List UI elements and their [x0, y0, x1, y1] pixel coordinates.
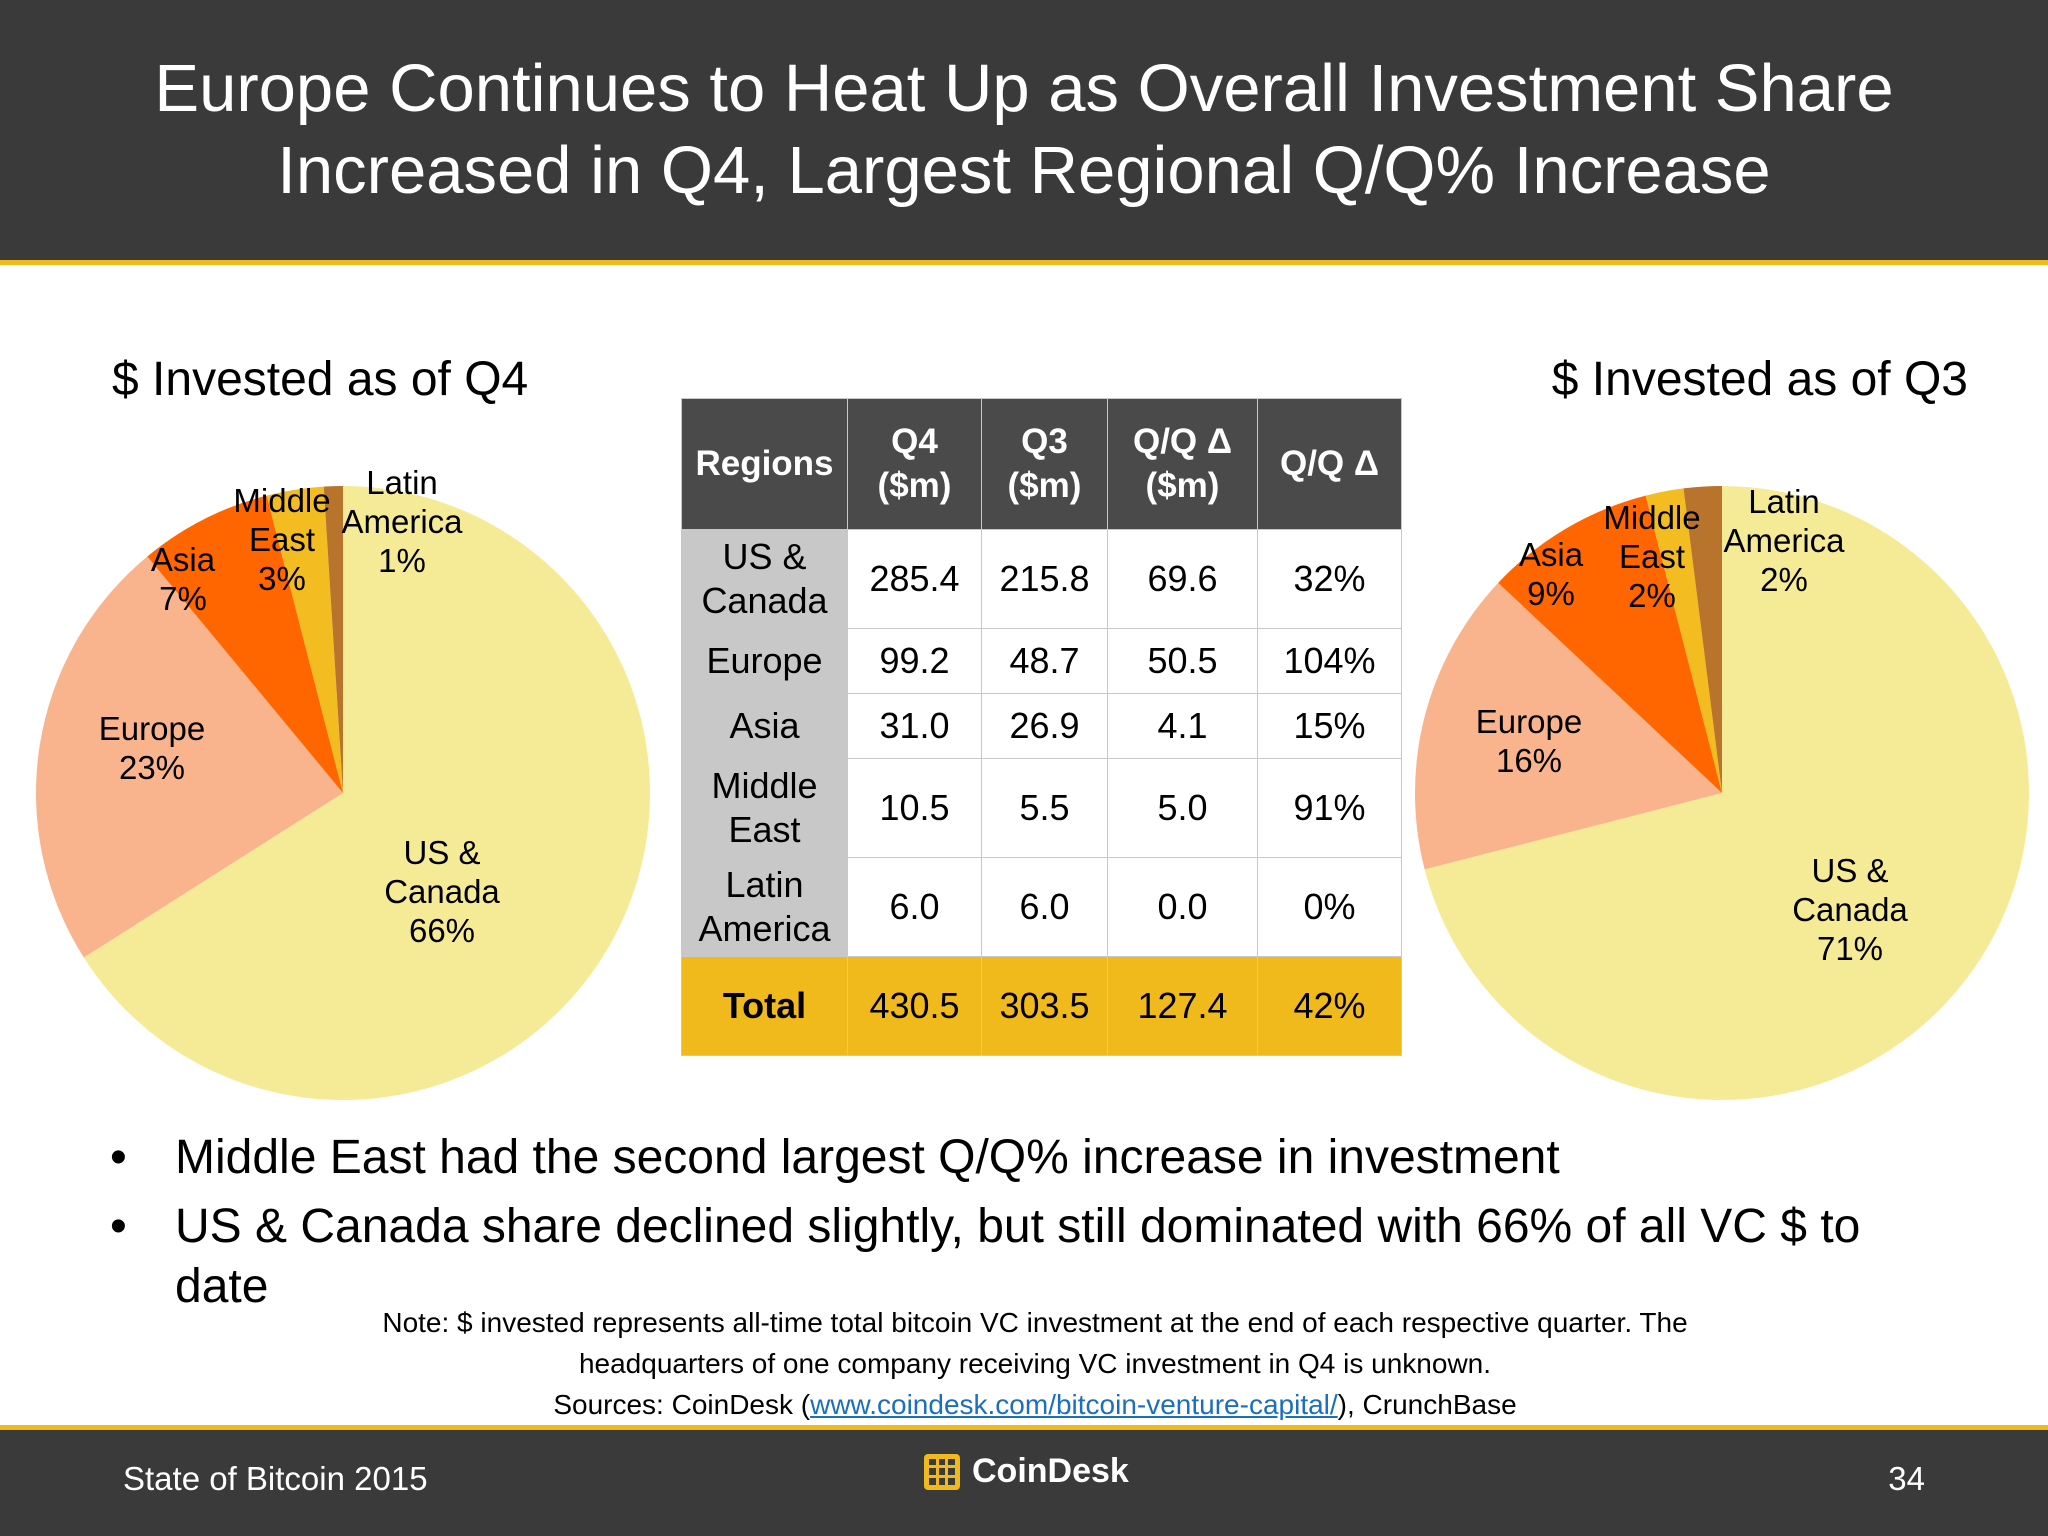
q3-slice-europe: [1415, 582, 1722, 870]
q3-pie-chart: US & Canada 71% Europe 16% Asia 9% Middle East 2%…: [1415, 483, 2029, 1100]
q4-cell: 10.5: [847, 758, 982, 858]
table-row: Europe 99.2 48.7 50.5 104%: [681, 628, 1402, 694]
header-delta-pct: Q/Q Δ: [1257, 398, 1402, 530]
total-row: Total 430.5 303.5 127.4 42%: [681, 956, 1402, 1056]
sources-line: Sources: CoinDesk (www.coindesk.com/bitc…: [553, 1389, 1517, 1420]
q4-label-middle-east: Middle East 3%: [233, 482, 330, 597]
table-header-row: Regions Q4 ($m) Q3 ($m) Q/Q Δ ($m) Q/Q Δ: [681, 398, 1402, 530]
header-regions: Regions: [681, 398, 848, 530]
q4-slice-middle-east: [266, 486, 343, 793]
q4-pie-chart: US & Canada 66% Europe 23% Asia 7% Middle East 3%…: [36, 464, 651, 1101]
region-cell: Asia: [681, 693, 848, 759]
q3-slice-us-canada: [1424, 486, 2029, 1100]
q3-label-europe: Europe 16%: [1476, 703, 1582, 779]
q3-label-middle-east: Middle East 2%: [1603, 499, 1700, 614]
q4-cell: 99.2: [847, 628, 982, 694]
delta-cell: 4.1: [1107, 693, 1258, 759]
total-label: Total: [681, 956, 848, 1056]
table-row: US & Canada 285.4 215.8 69.6 32%: [681, 529, 1402, 629]
q4-label-europe: Europe 23%: [99, 710, 205, 786]
q3-label-latin-america: Latin America 2%: [1723, 483, 1845, 598]
q4-slice-latin-america: [323, 486, 343, 793]
q4-cell: 31.0: [847, 693, 982, 759]
sources-link[interactable]: www.coindesk.com/bitcoin-venture-capital…: [810, 1389, 1338, 1420]
q4-slice-us-canada: [83, 486, 651, 1101]
total-delta: 127.4: [1107, 956, 1258, 1056]
q3-label-us-canada: US & Canada 71%: [1792, 852, 1908, 967]
region-cell: US & Canada: [681, 529, 848, 629]
bullet-dot-icon: •: [110, 1200, 127, 1253]
table-row: Latin America 6.0 6.0 0.0 0%: [681, 857, 1402, 957]
q3-slice-asia: [1498, 495, 1722, 793]
total-pct: 42%: [1257, 956, 1402, 1056]
q3-cell: 5.5: [981, 758, 1108, 858]
delta-cell: 50.5: [1107, 628, 1258, 694]
bullet-item: • US & Canada share declined slightly, bu…: [110, 1197, 1960, 1317]
pct-cell: 15%: [1257, 693, 1402, 759]
q4-slice-europe: [36, 556, 344, 958]
q4-chart-title: $ Invested as of Q4: [112, 353, 529, 406]
q4-slice-asia: [147, 495, 343, 793]
bullet-dot-icon: •: [110, 1131, 127, 1184]
slide-footer: State of Bitcoin 2015 CoinDesk 34: [0, 1425, 2048, 1536]
total-q3: 303.5: [981, 956, 1108, 1056]
header-delta-dollars: Q/Q Δ ($m): [1107, 398, 1258, 530]
q3-slice-latin-america: [1683, 486, 1722, 793]
q4-label-latin-america: Latin America 1%: [341, 464, 463, 579]
table-row: Middle East 10.5 5.5 5.0 91%: [681, 758, 1402, 858]
note-line: Note: $ invested represents all-time tot…: [382, 1307, 1688, 1338]
delta-cell: 5.0: [1107, 758, 1258, 858]
slide-header: Europe Continues to Heat Up as Overall I…: [0, 0, 2048, 265]
region-cell: Europe: [681, 628, 848, 694]
q4-cell: 6.0: [847, 857, 982, 957]
q3-label-asia: Asia 9%: [1519, 536, 1584, 612]
q3-cell: 48.7: [981, 628, 1108, 694]
bullet-list: • Middle East had the second largest Q/Q%…: [110, 1128, 1960, 1326]
q3-cell: 215.8: [981, 529, 1108, 629]
note-line: headquarters of one company receiving VC…: [578, 1348, 1492, 1379]
investment-table: Regions Q4 ($m) Q3 ($m) Q/Q Δ ($m) Q/Q Δ US…: [681, 398, 1402, 1056]
region-cell: Latin America: [681, 857, 848, 957]
pct-cell: 104%: [1257, 628, 1402, 694]
q4-cell: 285.4: [847, 529, 982, 629]
bullet-item: • Middle East had the second largest Q/Q%…: [110, 1128, 1960, 1188]
coindesk-logo-icon: [924, 1453, 960, 1490]
delta-cell: 0.0: [1107, 857, 1258, 957]
brand-name: CoinDesk: [972, 1452, 1129, 1490]
pct-cell: 91%: [1257, 758, 1402, 858]
pct-cell: 32%: [1257, 529, 1402, 629]
total-q4: 430.5: [847, 956, 982, 1056]
delta-cell: 69.6: [1107, 529, 1258, 629]
q3-chart-title: $ Invested as of Q3: [1551, 353, 1968, 406]
footer-label: State of Bitcoin 2015: [123, 1460, 428, 1497]
header-q3: Q3 ($m): [981, 398, 1108, 530]
q4-label-us-canada: US & Canada 66%: [384, 834, 500, 949]
region-cell: Middle East: [681, 758, 848, 858]
q4-label-asia: Asia 7%: [151, 541, 216, 617]
q3-slice-middle-east: [1645, 488, 1722, 793]
table-row: Asia 31.0 26.9 4.1 15%: [681, 693, 1402, 759]
page-number: 34: [1888, 1460, 1925, 1497]
q3-cell: 6.0: [981, 857, 1108, 957]
footnote: Note: $ invested represents all-time tot…: [300, 1302, 1770, 1425]
brand-logo: CoinDesk: [924, 1452, 1129, 1491]
header-q4: Q4 ($m): [847, 398, 982, 530]
slide-title: Europe Continues to Heat Up as Overall I…: [154, 51, 1894, 208]
q3-cell: 26.9: [981, 693, 1108, 759]
pct-cell: 0%: [1257, 857, 1402, 957]
